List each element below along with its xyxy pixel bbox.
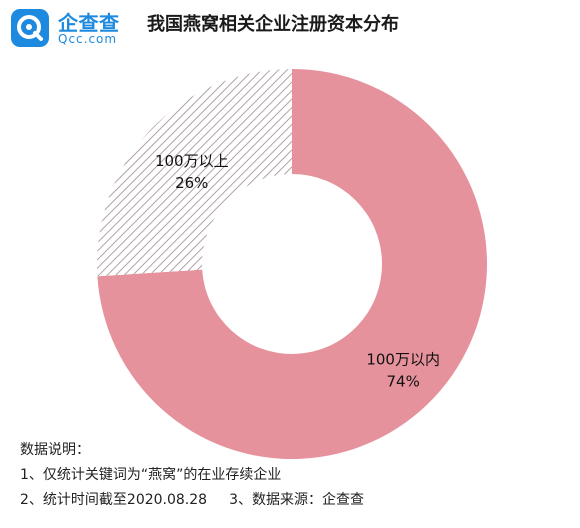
slice-label-under-1m: 100万以内 — [366, 350, 440, 368]
chart-title: 我国燕窝相关企业注册资本分布 — [147, 14, 399, 35]
notes-date-source: 2、统计时间截至2020.08.28 3、数据来源：企查查 — [20, 488, 570, 513]
slice-value-under-1m: 74% — [386, 372, 419, 390]
qcc-logo-icon — [11, 9, 49, 47]
slice-value-over-1m: 26% — [175, 174, 208, 192]
notes-date: 2、统计时间截至2020.08.28 — [20, 492, 208, 508]
logo-domain: Qcc.com — [58, 32, 118, 46]
slice-under-1m — [97, 69, 487, 459]
notes-source: 3、数据来源：企查查 — [229, 492, 364, 508]
data-notes: 数据说明： 1、仅统计关键词为“燕窝”的在业存续企业 2、统计时间截至2020.… — [20, 438, 570, 513]
notes-heading: 数据说明： — [20, 442, 90, 458]
notes-scope: 1、仅统计关键词为“燕窝”的在业存续企业 — [20, 467, 282, 483]
logo-name: 企查查 — [58, 11, 120, 35]
slice-label-over-1m: 100万以上 — [155, 152, 229, 170]
logo: 企查查 Qcc.com — [10, 6, 138, 50]
slice-over-1m — [97, 69, 292, 277]
